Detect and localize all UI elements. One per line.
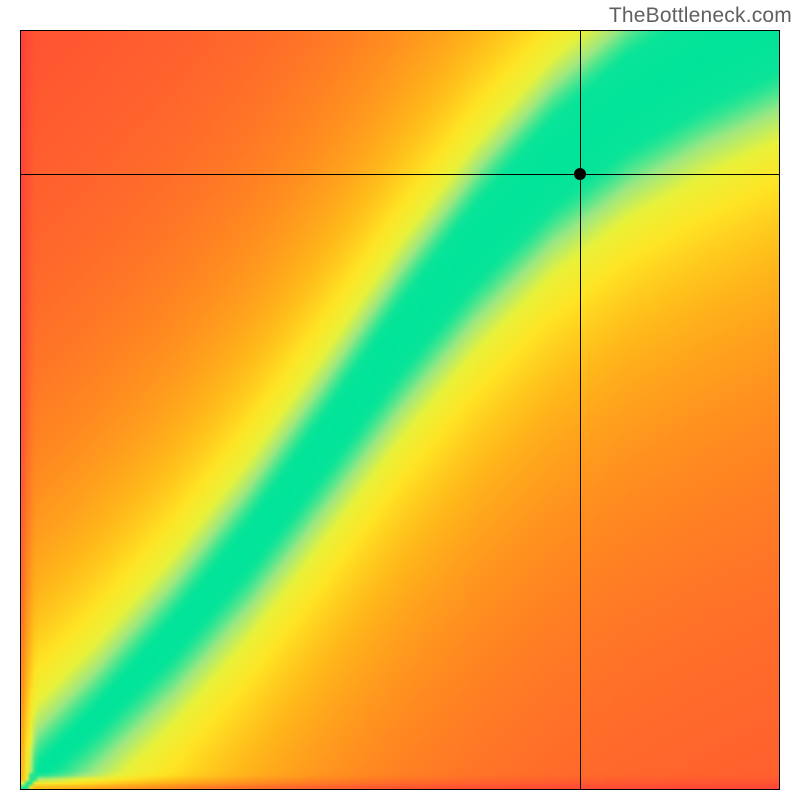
bottleneck-heatmap [20, 30, 780, 790]
crosshair-horizontal-line [21, 174, 779, 175]
crosshair-marker-dot [574, 168, 586, 180]
heatmap-canvas [21, 31, 779, 789]
watermark-text: TheBottleneck.com [609, 4, 792, 28]
crosshair-vertical-line [580, 31, 581, 789]
